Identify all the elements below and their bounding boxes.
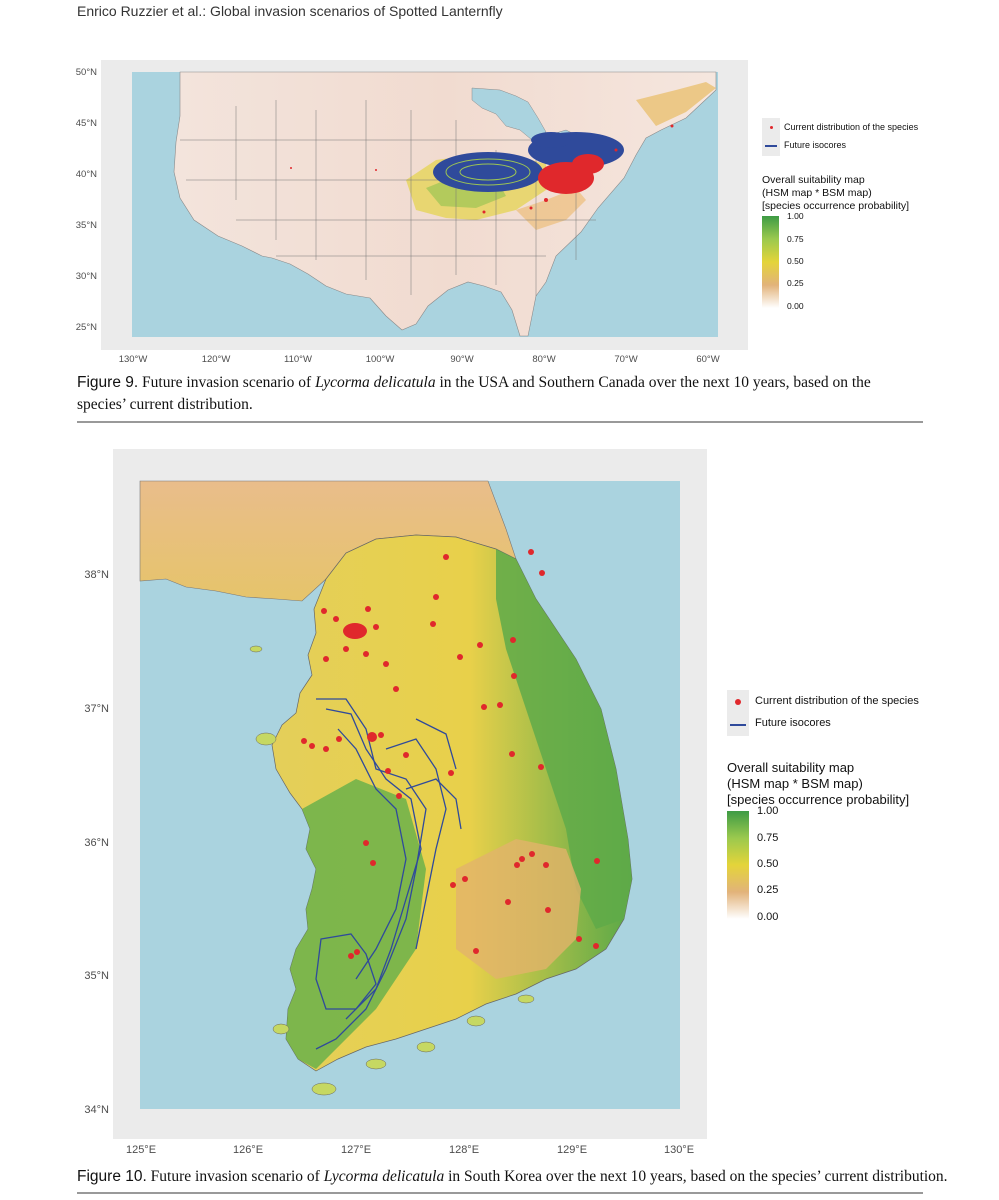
lon-tick: 120°W	[202, 354, 231, 365]
scale-label: 0.00	[787, 301, 804, 311]
northeast-coast-zone	[636, 82, 716, 126]
state-borders	[180, 100, 596, 296]
legend-title-2: (HSM map * BSM map)	[762, 187, 872, 199]
lat-tick: 50°N	[76, 67, 97, 78]
figure-10-rule	[77, 1192, 923, 1194]
lon-tick: 130°E	[664, 1144, 694, 1156]
legend-points-label: Current distribution of the species	[755, 695, 919, 707]
scale-label: 0.00	[757, 911, 779, 923]
scale-label: 0.25	[787, 278, 804, 288]
figure-9-legend: Current distribution of the species Futu…	[762, 118, 952, 318]
line-swatch-icon	[765, 145, 777, 147]
figure-10-caption: Figure 10. Future invasion scenario of L…	[77, 1166, 948, 1188]
legend-title-2: (HSM map * BSM map)	[727, 776, 863, 791]
lat-tick: 36°N	[84, 837, 109, 849]
figure-10-lon-axis: 125°E 126°E 127°E 128°E 129°E 130°E	[126, 1144, 694, 1156]
lat-tick: 37°N	[84, 703, 109, 715]
lat-tick: 45°N	[76, 118, 97, 129]
figure-9-caption-pre: Future invasion scenario of	[142, 374, 312, 391]
figure-9-caption-post: in the USA and Southern Canada over the …	[77, 374, 871, 413]
scale-label: 0.50	[787, 256, 804, 266]
lat-tick: 35°N	[76, 220, 97, 231]
point-swatch-icon	[770, 126, 773, 129]
running-head: Enrico Ruzzier et al.: Global invasion s…	[77, 3, 503, 19]
figure-9-points	[290, 124, 674, 214]
color-scale-bar	[727, 811, 749, 919]
lat-tick: 35°N	[84, 970, 109, 982]
legend-title-3: [species occurrence probability]	[762, 200, 910, 212]
figure-10-label: Figure 10.	[77, 1168, 147, 1185]
lat-tick: 34°N	[84, 1104, 109, 1116]
figure-9-lon-axis: 130°W 120°W 110°W 100°W 90°W 80°W 70°W 6…	[119, 354, 720, 365]
legend-points-label: Current distribution of the species	[784, 122, 919, 132]
lon-tick: 100°W	[366, 354, 395, 365]
legend-key-bg	[762, 118, 780, 156]
scale-label: 1.00	[787, 211, 804, 221]
lon-tick: 90°W	[450, 354, 473, 365]
lon-tick: 70°W	[614, 354, 637, 365]
legend-key-bg	[727, 690, 749, 736]
figure-9-label: Figure 9.	[77, 374, 139, 391]
figure-10-caption-pre: Future invasion scenario of	[150, 1168, 320, 1185]
lat-tick: 30°N	[76, 271, 97, 282]
point-swatch-icon	[735, 699, 741, 705]
figure-9-lat-axis: 50°N 45°N 40°N 35°N 30°N 25°N	[76, 67, 97, 333]
figure-10-map: 38°N 37°N 36°N 35°N 34°N 125°E 126°E 127…	[84, 449, 707, 1156]
lat-tick: 40°N	[76, 169, 97, 180]
figure-10-isocores	[315, 698, 462, 1050]
lon-tick: 127°E	[341, 1144, 371, 1156]
figure-10-species: Lycorma delicatula	[323, 1168, 445, 1185]
figure-9-caption: Figure 9. Future invasion scenario of Ly…	[77, 372, 923, 416]
lon-tick: 110°W	[284, 354, 312, 365]
east-mountain-band	[496, 549, 632, 929]
southwest-green	[286, 779, 426, 1069]
figure-10-caption-post: in South Korea over the next 10 years, b…	[448, 1168, 948, 1185]
legend-line-label: Future isocores	[755, 717, 831, 729]
figure-9-map: 50°N 45°N 40°N 35°N 30°N 25°N 130°W 120°…	[76, 60, 748, 365]
legend-title-1: Overall suitability map	[727, 760, 855, 775]
color-scale-bar	[762, 216, 779, 308]
scale-label: 0.75	[757, 832, 779, 844]
lon-tick: 60°W	[696, 354, 719, 365]
scale-label: 0.25	[757, 884, 779, 896]
figure-10-legend: Current distribution of the species Futu…	[727, 690, 947, 930]
legend-title-3: [species occurrence probability]	[727, 792, 910, 807]
figure-9-rule	[77, 421, 923, 423]
line-swatch-icon	[730, 724, 746, 726]
scale-label: 0.50	[757, 858, 779, 870]
lon-tick: 126°E	[233, 1144, 263, 1156]
lon-tick: 129°E	[557, 1144, 587, 1156]
lon-tick: 80°W	[532, 354, 555, 365]
lat-tick: 38°N	[84, 569, 109, 581]
figure-9-species: Lycorma delicatula	[315, 374, 436, 391]
scale-label: 0.75	[787, 234, 804, 244]
legend-title-1: Overall suitability map	[762, 174, 865, 186]
figure-10-points	[301, 549, 600, 959]
figure-10-lat-axis: 38°N 37°N 36°N 35°N 34°N	[84, 569, 109, 1116]
scale-label: 1.00	[757, 805, 779, 817]
lon-tick: 128°E	[449, 1144, 479, 1156]
southeast-plain	[456, 839, 581, 979]
east-suitability-zone	[516, 188, 586, 230]
lon-tick: 130°W	[119, 354, 148, 365]
legend-line-label: Future isocores	[784, 140, 847, 150]
lon-tick: 125°E	[126, 1144, 156, 1156]
coastal-islands	[249, 645, 535, 1096]
lat-tick: 25°N	[76, 322, 97, 333]
